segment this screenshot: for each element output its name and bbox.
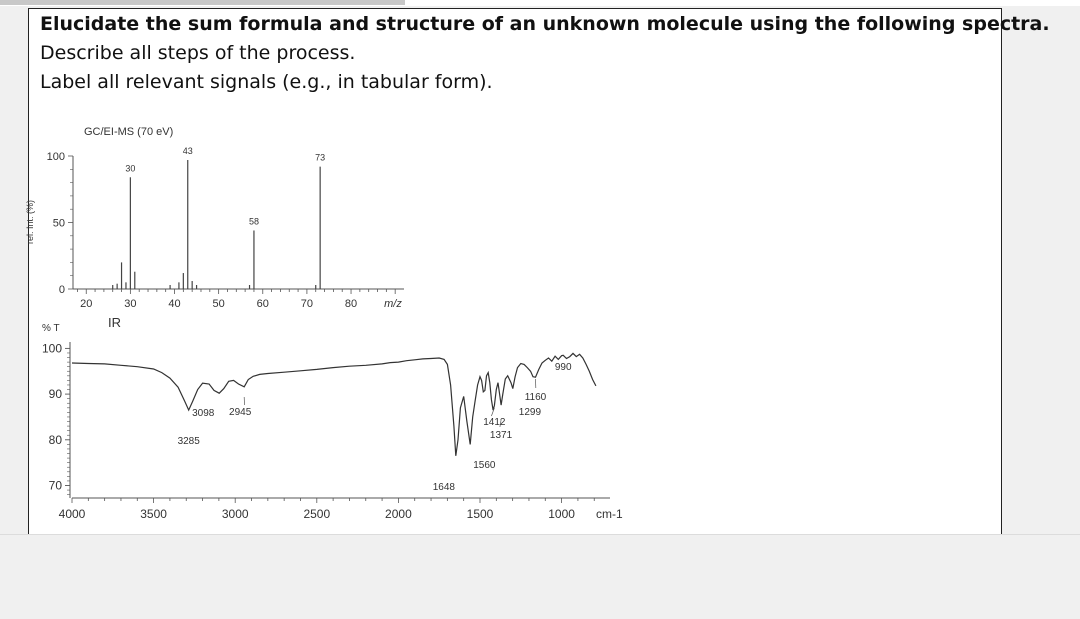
ir-peak-label-3098: 3098 bbox=[192, 408, 215, 419]
ir-peak-label-1412: 1412 bbox=[483, 417, 506, 428]
ir-xlabel: cm-1 bbox=[596, 507, 623, 521]
ir-peak-label-2945: 2945 bbox=[229, 407, 252, 418]
ir-y-tick-label: 100 bbox=[42, 341, 62, 355]
ir-title: IR bbox=[108, 315, 121, 330]
ir-peak-label-3285: 3285 bbox=[178, 436, 201, 447]
ir-spectrum-line bbox=[72, 353, 596, 455]
ir-x-tick-label: 1000 bbox=[548, 507, 575, 521]
ir-y-tick-label: 70 bbox=[49, 479, 63, 493]
ir-peak-label-1371: 1371 bbox=[490, 430, 513, 441]
ir-peak-label-1648: 1648 bbox=[433, 482, 456, 493]
ir-x-tick-label: 4000 bbox=[59, 507, 86, 521]
ir-peak-label-1299: 1299 bbox=[519, 407, 542, 418]
ir-ylabel: % T bbox=[42, 323, 60, 334]
ir-y-tick-label: 80 bbox=[49, 433, 63, 447]
ir-peak-label-1160: 1160 bbox=[525, 392, 547, 403]
ir-x-tick-label: 1500 bbox=[467, 507, 494, 521]
ir-x-tick-label: 2500 bbox=[303, 507, 330, 521]
ir-x-tick-label: 2000 bbox=[385, 507, 412, 521]
ir-peak-label-1560: 1560 bbox=[473, 460, 496, 471]
ir-x-tick-label: 3500 bbox=[140, 507, 167, 521]
ir-x-tick-label: 3000 bbox=[222, 507, 249, 521]
ir-y-tick-label: 90 bbox=[49, 387, 63, 401]
ir-peak-label-990: 990 bbox=[555, 362, 572, 373]
